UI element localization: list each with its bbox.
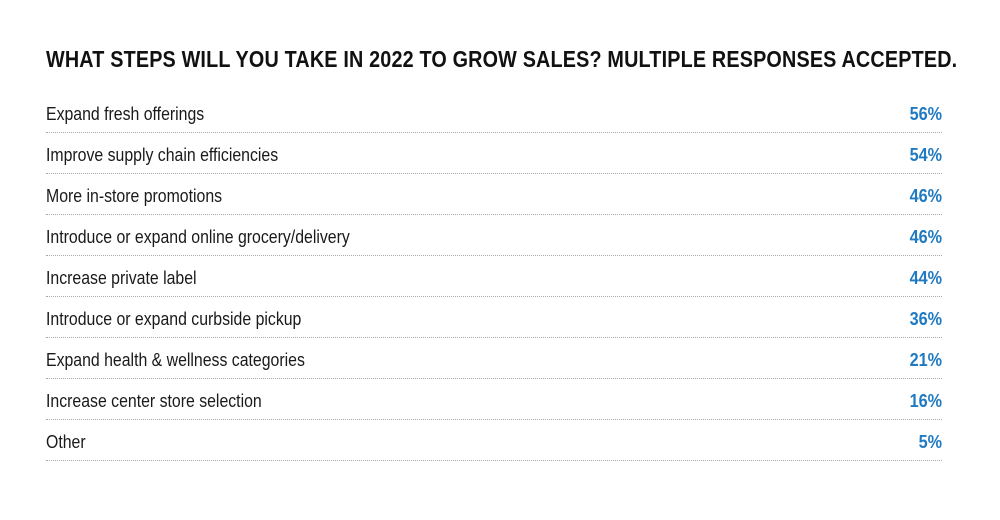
row-label: More in-store promotions (46, 185, 223, 206)
row-label: Other (46, 431, 86, 452)
row-label: Expand health & wellness categories (46, 349, 305, 370)
table-row: Expand health & wellness categories 21% (46, 338, 942, 379)
row-label: Introduce or expand curbside pickup (46, 308, 302, 329)
table-row: More in-store promotions 46% (46, 174, 942, 215)
table-row: Other 5% (46, 420, 942, 461)
row-value: 36% (909, 308, 942, 329)
table-row: Introduce or expand curbside pickup 36% (46, 297, 942, 338)
table-row: Increase center store selection 16% (46, 379, 942, 420)
table-row: Increase private label 44% (46, 256, 942, 297)
row-value: 56% (909, 103, 942, 124)
data-table: Expand fresh offerings 56% Improve supply … (46, 92, 942, 461)
row-value: 5% (918, 431, 942, 452)
row-label: Expand fresh offerings (46, 103, 205, 124)
row-label: Increase private label (46, 267, 197, 288)
row-label: Increase center store selection (46, 390, 262, 411)
table-row: Improve supply chain efficiencies 54% (46, 133, 942, 174)
row-value: 46% (909, 226, 942, 247)
table-row: Introduce or expand online grocery/deliv… (46, 215, 942, 256)
row-value: 46% (909, 185, 942, 206)
table-row: Expand fresh offerings 56% (46, 92, 942, 133)
row-value: 44% (909, 267, 942, 288)
row-value: 21% (909, 349, 942, 370)
row-label: Introduce or expand online grocery/deliv… (46, 226, 350, 247)
row-value: 54% (909, 144, 942, 165)
chart-title: WHAT STEPS WILL YOU TAKE IN 2022 TO GROW… (46, 46, 958, 72)
row-value: 16% (909, 390, 942, 411)
chart: WHAT STEPS WILL YOU TAKE IN 2022 TO GROW… (46, 44, 958, 461)
row-label: Improve supply chain efficiencies (46, 144, 279, 165)
